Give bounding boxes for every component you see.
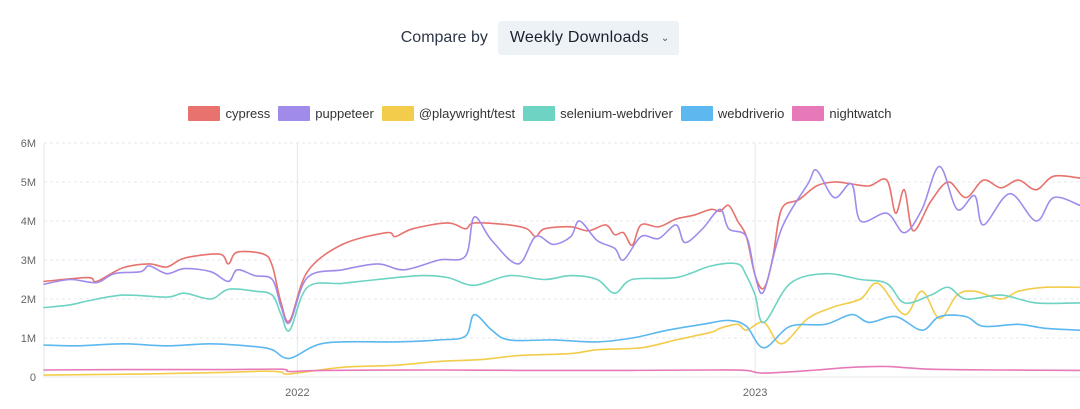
- legend-swatch: [680, 105, 713, 121]
- series-line-puppeteer: [43, 165, 1080, 325]
- legend-label: @playwright/test: [418, 105, 516, 121]
- legend-item[interactable]: cypress: [188, 105, 271, 121]
- legend-item[interactable]: webdriverio: [680, 105, 785, 121]
- legend-label: nightwatch: [829, 105, 892, 121]
- legend-label: webdriverio: [717, 105, 785, 121]
- legend-swatch: [278, 105, 311, 121]
- downloads-line-chart: 0 1M 2M 3M 4M 5M 6M 2022 2023: [21, 138, 1080, 399]
- x-tick-label: 2022: [285, 387, 309, 399]
- legend-label: selenium-webdriver: [560, 105, 673, 121]
- x-tick-label: 2023: [743, 387, 767, 399]
- legend-item[interactable]: nightwatch: [792, 105, 892, 121]
- compare-by-control: Compare by Weekly Downloads ⌄: [0, 21, 1080, 55]
- y-tick-label: 3M: [21, 255, 36, 267]
- legend-item[interactable]: puppeteer: [278, 105, 374, 121]
- metric-select-value: Weekly Downloads: [509, 29, 649, 46]
- legend-swatch: [381, 105, 414, 121]
- compare-by-label: Compare by: [400, 29, 488, 46]
- legend-item[interactable]: selenium-webdriver: [523, 105, 673, 121]
- chart-legend: cypress puppeteer @playwright/test selenium…: [0, 104, 1080, 122]
- legend-swatch: [523, 105, 556, 121]
- legend-item[interactable]: @playwright/test: [381, 105, 516, 121]
- y-tick-label: 2M: [21, 294, 36, 306]
- chevron-down-icon: ⌄: [660, 32, 670, 44]
- y-tick-label: 6M: [21, 138, 36, 150]
- series-line-cypress: [43, 174, 1080, 323]
- legend-swatch: [792, 105, 825, 121]
- y-tick-label: 1M: [21, 333, 36, 345]
- series-line-playwright-test: [43, 282, 1080, 376]
- series-line-selenium-webdriver: [43, 262, 1080, 332]
- legend-label: puppeteer: [315, 105, 374, 121]
- metric-select[interactable]: Weekly Downloads ⌄: [497, 21, 680, 55]
- y-tick-label: 5M: [21, 177, 36, 189]
- series-line-webdriverio: [43, 313, 1080, 360]
- y-tick-label: 4M: [21, 216, 36, 228]
- legend-label: cypress: [225, 105, 271, 121]
- legend-swatch: [188, 105, 221, 121]
- y-tick-label: 0: [30, 372, 36, 384]
- series-line-nightwatch: [43, 365, 1080, 374]
